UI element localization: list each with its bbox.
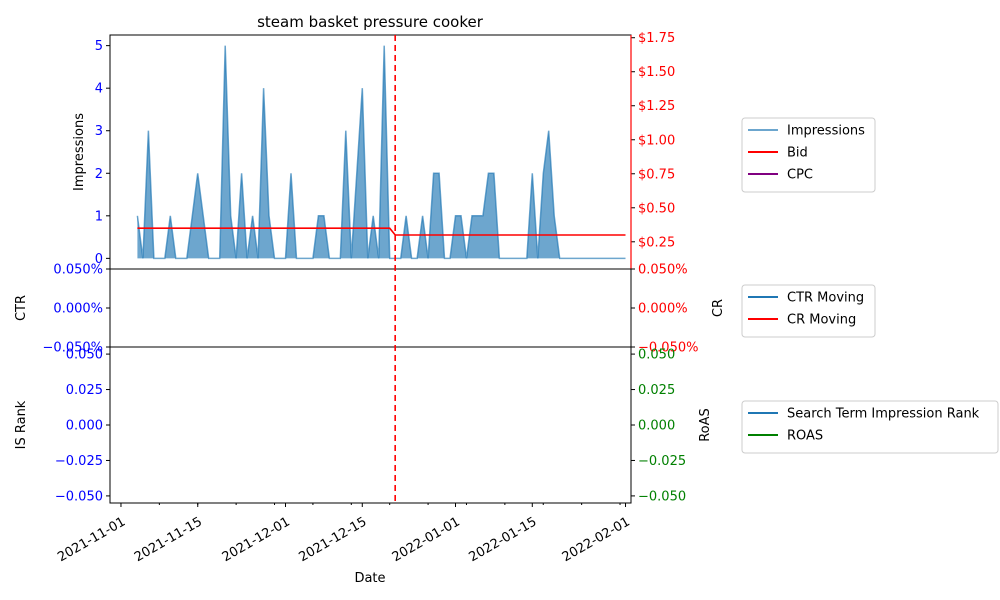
y-tick-label-middle: −0.050% — [43, 341, 103, 356]
y-tick-label-bottom: −0.025 — [55, 454, 103, 469]
bid-line — [137, 227, 626, 236]
y-axis-label-middle: CTR — [14, 295, 29, 321]
x-axis-label: Date — [354, 571, 385, 586]
y2-tick-label-bottom: −0.025 — [638, 454, 686, 469]
x-tick-label: 2021-11-01 — [55, 514, 128, 565]
y2-tick-label-top: $1.25 — [638, 99, 675, 114]
y-tick-label-top: 0 — [95, 252, 103, 267]
y2-tick-label-top: $0.25 — [638, 235, 675, 250]
y2-tick-label-top: $1.00 — [638, 133, 675, 148]
y2-tick-label-top: $1.50 — [638, 65, 675, 80]
y-tick-label-top: 5 — [95, 39, 103, 54]
x-tick-label: 2021-11-15 — [132, 514, 205, 565]
legend-label-top: Impressions — [787, 124, 865, 139]
y-tick-label-top: 2 — [95, 167, 103, 182]
plot-frame-bottom — [109, 346, 632, 504]
x-tick-label: 2022-01-15 — [467, 514, 540, 565]
plot-frame-middle — [109, 268, 632, 348]
y-tick-label-bottom: 0.000 — [66, 419, 103, 434]
impressions-line — [136, 45, 626, 260]
y-axis-label-bottom: IS Rank — [14, 400, 29, 449]
x-tick-label: 2021-12-01 — [220, 514, 293, 565]
legend-label-bottom: Search Term Impression Rank — [787, 407, 980, 422]
y-tick-label-top: 4 — [95, 82, 103, 97]
y2-tick-label-middle: −0.050% — [638, 341, 698, 356]
y-tick-label-top: 3 — [95, 124, 103, 139]
y2-tick-label-bottom: 0.050 — [638, 348, 675, 363]
y-tick-label-top: 1 — [95, 209, 103, 224]
chart-title: steam basket pressure cooker — [257, 13, 484, 31]
y2-tick-label-top: $1.75 — [638, 31, 675, 46]
y-tick-label-bottom: −0.050 — [55, 489, 103, 504]
y2-axis-label-middle: CR — [711, 299, 726, 317]
x-tick-label: 2021-12-15 — [297, 514, 370, 565]
y2-tick-label-bottom: −0.050 — [638, 489, 686, 504]
x-tick-label: 2022-01-01 — [390, 514, 463, 565]
y2-tick-label-bottom: 0.000 — [638, 419, 675, 434]
legend-label-middle: CR Moving — [787, 313, 856, 328]
y2-tick-label-middle: 0.050% — [638, 263, 688, 278]
y2-tick-label-middle: 0.000% — [638, 302, 688, 317]
legend-label-middle: CTR Moving — [787, 291, 864, 306]
y-axis-label-top: Impressions — [72, 113, 87, 191]
y-tick-label-bottom: 0.025 — [66, 383, 103, 398]
y2-tick-label-top: $0.75 — [638, 167, 675, 182]
y-tick-label-middle: 0.000% — [53, 302, 103, 317]
x-tick-label: 2022-02-01 — [560, 514, 633, 565]
y2-axis-label-bottom: RoAS — [698, 408, 713, 442]
y-tick-label-bottom: 0.050 — [66, 348, 103, 363]
y2-tick-label-bottom: 0.025 — [638, 383, 675, 398]
legend-label-top: Bid — [787, 146, 808, 161]
legend-label-top: CPC — [787, 168, 813, 183]
legend-bottom — [741, 400, 999, 454]
legend-label-bottom: ROAS — [787, 429, 823, 444]
y2-tick-label-top: $0.50 — [638, 201, 675, 216]
y-tick-label-middle: 0.050% — [53, 263, 103, 278]
